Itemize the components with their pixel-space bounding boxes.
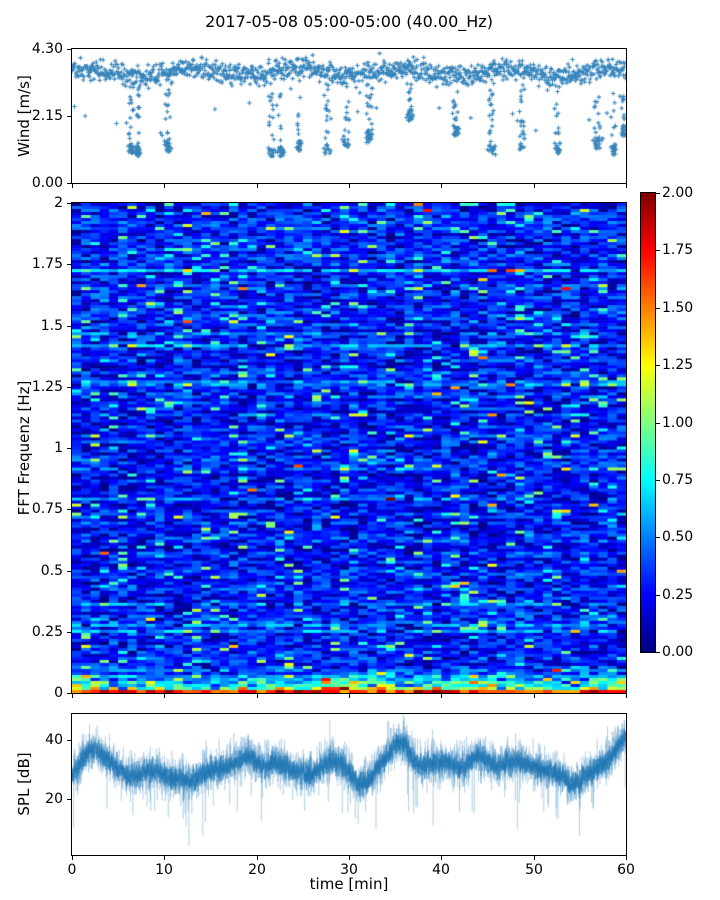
colorbar-tick-label: 1.25 bbox=[662, 357, 694, 373]
spectrogram-axes bbox=[71, 202, 627, 694]
colorbar-tick-mark bbox=[656, 652, 660, 653]
colorbar bbox=[640, 192, 656, 653]
spectrogram-y-tick-mark bbox=[67, 448, 71, 449]
colorbar-tick-mark bbox=[656, 250, 660, 251]
spl-y-tick-mark bbox=[67, 799, 71, 800]
x-tick-mark bbox=[441, 694, 442, 698]
spectrogram-y-tick-label: 1.25 bbox=[31, 379, 63, 395]
colorbar-tick-label: 0.75 bbox=[662, 472, 694, 488]
x-tick-mark bbox=[257, 694, 258, 698]
x-tick-mark bbox=[441, 184, 442, 188]
spectrogram-heatmap-canvas bbox=[72, 203, 626, 693]
x-tick-mark bbox=[257, 184, 258, 188]
colorbar-tick-mark bbox=[656, 595, 660, 596]
x-tick-label: 10 bbox=[155, 862, 173, 878]
spl-y-tick-label: 20 bbox=[45, 791, 63, 807]
spl-line-canvas bbox=[72, 714, 626, 855]
colorbar-tick-label: 1.50 bbox=[662, 300, 694, 316]
spectrogram-y-tick-label: 1.5 bbox=[40, 318, 63, 334]
wind-y-tick-label: 4.30 bbox=[31, 41, 63, 57]
x-tick-mark bbox=[534, 694, 535, 698]
x-tick-mark bbox=[164, 856, 165, 860]
x-tick-label: 50 bbox=[525, 862, 543, 878]
spl-axes bbox=[71, 713, 627, 856]
colorbar-tick-label: 0.50 bbox=[662, 529, 694, 545]
x-tick-mark bbox=[72, 694, 73, 698]
x-axis-label: time [min] bbox=[309, 875, 389, 893]
x-tick-mark bbox=[257, 856, 258, 860]
wind-y-tick-mark bbox=[67, 116, 71, 117]
spectrogram-y-tick-mark bbox=[67, 203, 71, 204]
x-tick-label: 0 bbox=[67, 862, 77, 878]
x-tick-label: 20 bbox=[248, 862, 266, 878]
spectrogram-y-tick-label: 2 bbox=[54, 195, 63, 211]
wind-y-tick-mark bbox=[67, 49, 71, 50]
colorbar-tick-label: 0.00 bbox=[662, 644, 694, 660]
spectrogram-y-tick-mark bbox=[67, 632, 71, 633]
x-tick-mark bbox=[164, 694, 165, 698]
x-tick-mark bbox=[534, 184, 535, 188]
spectrogram-y-tick-mark bbox=[67, 509, 71, 510]
spectrogram-y-tick-mark bbox=[67, 387, 71, 388]
x-tick-mark bbox=[349, 184, 350, 188]
wind-y-tick-label: 0.00 bbox=[31, 175, 63, 191]
x-tick-label: 30 bbox=[340, 862, 358, 878]
chart-title: 2017-05-08 05:00-05:00 (40.00_Hz) bbox=[205, 12, 493, 31]
x-tick-mark bbox=[72, 856, 73, 860]
colorbar-tick-mark bbox=[656, 365, 660, 366]
spectrogram-y-tick-label: 1 bbox=[54, 440, 63, 456]
x-tick-mark bbox=[72, 184, 73, 188]
spectrogram-y-tick-label: 1.75 bbox=[31, 256, 63, 272]
spectrogram-y-tick-label: 0 bbox=[54, 685, 63, 701]
colorbar-canvas bbox=[641, 193, 655, 652]
colorbar-tick-mark bbox=[656, 193, 660, 194]
x-tick-mark bbox=[626, 856, 627, 860]
x-tick-label: 60 bbox=[617, 862, 635, 878]
spectrogram-y-tick-mark bbox=[67, 693, 71, 694]
x-tick-mark bbox=[534, 856, 535, 860]
spl-y-tick-label: 40 bbox=[45, 732, 63, 748]
wind-axes bbox=[71, 48, 627, 184]
colorbar-tick-mark bbox=[656, 308, 660, 309]
colorbar-tick-label: 1.00 bbox=[662, 415, 694, 431]
colorbar-tick-label: 2.00 bbox=[662, 185, 694, 201]
wind-y-tick-label: 2.15 bbox=[31, 108, 63, 124]
colorbar-tick-label: 1.75 bbox=[662, 242, 694, 258]
colorbar-tick-mark bbox=[656, 537, 660, 538]
x-tick-mark bbox=[349, 694, 350, 698]
x-tick-label: 40 bbox=[432, 862, 450, 878]
spectrogram-y-tick-label: 0.25 bbox=[31, 624, 63, 640]
wind-y-tick-mark bbox=[67, 183, 71, 184]
x-tick-mark bbox=[441, 856, 442, 860]
spectrogram-y-tick-mark bbox=[67, 326, 71, 327]
colorbar-tick-label: 0.25 bbox=[662, 587, 694, 603]
colorbar-tick-mark bbox=[656, 423, 660, 424]
x-tick-mark bbox=[626, 184, 627, 188]
x-tick-mark bbox=[626, 694, 627, 698]
colorbar-tick-mark bbox=[656, 480, 660, 481]
spectrogram-y-tick-label: 0.5 bbox=[40, 563, 63, 579]
x-tick-mark bbox=[349, 856, 350, 860]
spectrogram-y-tick-mark bbox=[67, 264, 71, 265]
spl-y-tick-mark bbox=[67, 740, 71, 741]
wind-scatter-canvas bbox=[72, 49, 626, 183]
spectrogram-y-tick-mark bbox=[67, 571, 71, 572]
x-tick-mark bbox=[164, 184, 165, 188]
spectrogram-y-tick-label: 0.75 bbox=[31, 501, 63, 517]
